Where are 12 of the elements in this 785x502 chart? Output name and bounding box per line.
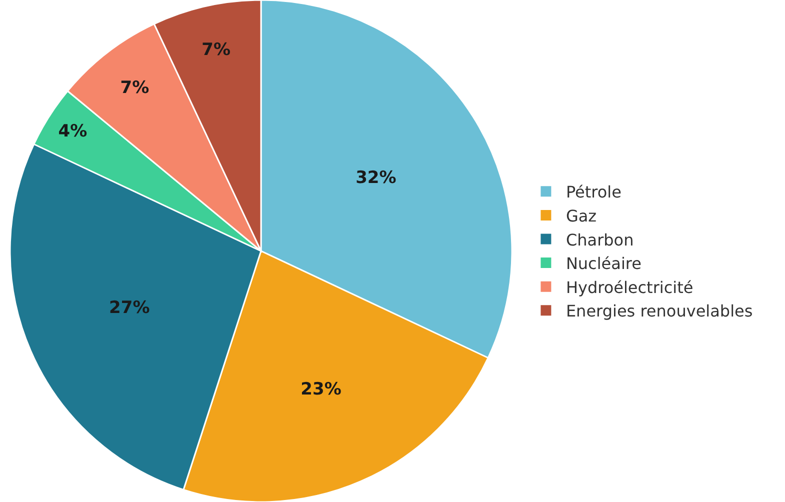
data-label: 7% (202, 40, 230, 60)
data-label: 4% (58, 121, 88, 142)
data-label: 23% (300, 380, 342, 400)
data-label: 32% (356, 168, 396, 188)
data-label: 27% (109, 298, 150, 318)
legend-label: Charbon (566, 230, 634, 250)
legend-label: Pétrole (566, 182, 622, 202)
data-label: 7% (120, 78, 150, 98)
legend-label: Nucléaire (566, 254, 642, 274)
legend-label: Energies renouvelables (566, 302, 753, 321)
legend-label: Gaz (566, 206, 597, 226)
legend-label: Hydroélectricité (566, 278, 694, 297)
